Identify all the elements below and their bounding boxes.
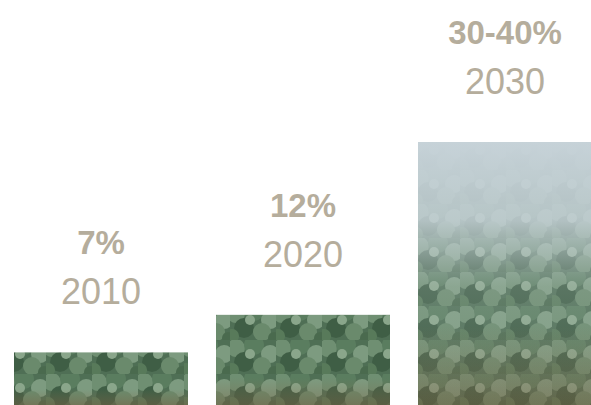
bar bbox=[216, 315, 390, 405]
bars bbox=[14, 142, 591, 405]
bar-shade bbox=[14, 352, 188, 405]
data-label: 7% bbox=[77, 224, 125, 261]
bar bbox=[14, 352, 188, 405]
chart-container: 7% 2010 12% 2020 30-40% 2030 bbox=[0, 0, 591, 405]
data-label: 12% bbox=[270, 187, 336, 224]
bar bbox=[418, 142, 591, 405]
bar-shade bbox=[418, 142, 591, 405]
category-label: 2010 bbox=[61, 271, 141, 312]
bar-fog bbox=[418, 142, 591, 405]
labels: 7% 2010 12% 2020 30-40% 2030 bbox=[61, 14, 562, 312]
chart-svg: 7% 2010 12% 2020 30-40% 2030 bbox=[0, 0, 591, 405]
data-label: 30-40% bbox=[448, 14, 562, 51]
bar-shade bbox=[216, 315, 390, 405]
category-label: 2030 bbox=[465, 61, 545, 102]
category-label: 2020 bbox=[263, 234, 343, 275]
